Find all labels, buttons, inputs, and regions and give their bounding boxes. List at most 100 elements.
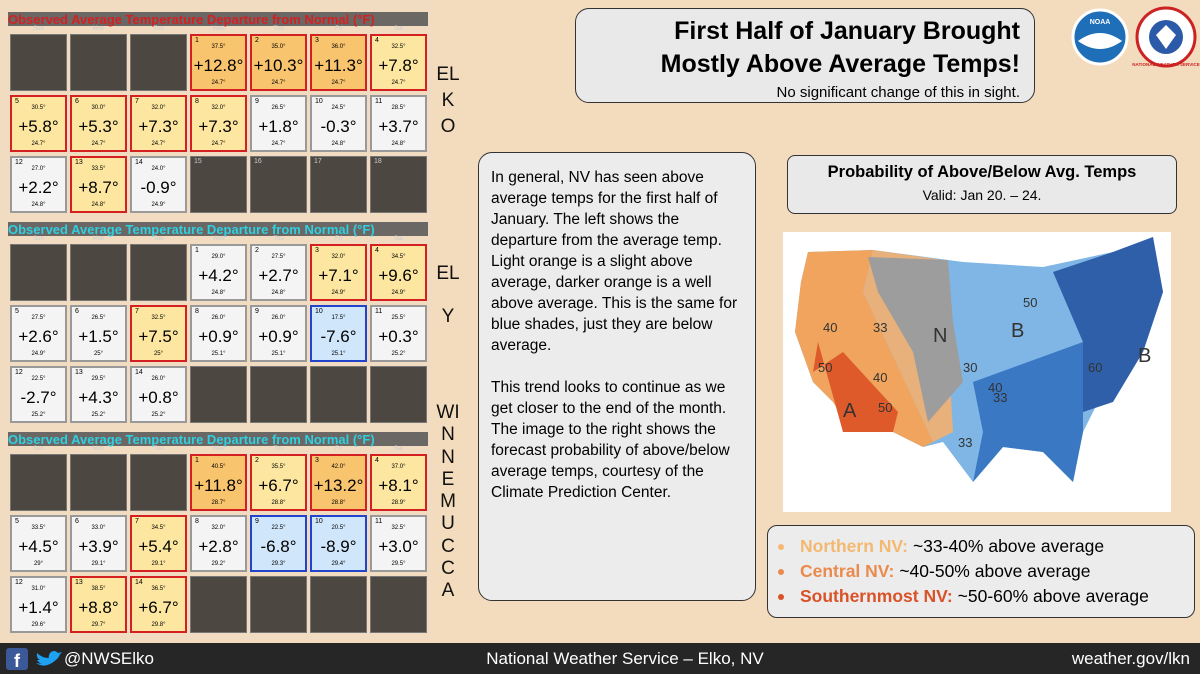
region-name: Southernmost NV: bbox=[800, 586, 953, 606]
normal-temp: 24.7° bbox=[331, 80, 346, 86]
departure: +5.4° bbox=[138, 537, 179, 556]
observed-temp: 26.5° bbox=[271, 105, 286, 111]
normal-temp: 24.8° bbox=[331, 141, 346, 147]
subtitle: No significant change of this in sight. bbox=[776, 84, 1020, 101]
empty-day bbox=[310, 576, 367, 633]
normal-temp: 24.9° bbox=[391, 290, 406, 296]
day-cell: 3 32.0° +7.1° 24.9° bbox=[310, 244, 367, 301]
bullet bbox=[778, 594, 784, 601]
observed-temp: 42.0° bbox=[331, 464, 346, 470]
departure: +7.1° bbox=[318, 266, 359, 285]
departure: +0.9° bbox=[258, 327, 299, 346]
logo-text: NOAA bbox=[1090, 19, 1111, 26]
departure: +7.8° bbox=[378, 56, 419, 75]
day-number: 6 bbox=[75, 98, 79, 105]
normal-temp: 24.7° bbox=[211, 80, 226, 86]
region-row: Southernmost NV: ~50-60% above average bbox=[774, 584, 1188, 609]
map-label: 33 bbox=[993, 390, 1007, 405]
observed-temp: 17.5° bbox=[331, 315, 346, 321]
departure: +6.7° bbox=[258, 476, 299, 495]
empty-day bbox=[250, 576, 307, 633]
normal-temp: 29.8° bbox=[151, 622, 166, 628]
normal-temp: 24.7° bbox=[31, 141, 46, 147]
observed-temp: 36.0° bbox=[331, 44, 346, 50]
observed-temp: 30.0° bbox=[91, 105, 106, 111]
svg-text:f: f bbox=[14, 651, 21, 670]
departure: +3.7° bbox=[378, 117, 419, 136]
day-cell: 12 27.0° +2.2° 24.8° bbox=[10, 156, 67, 213]
departure: +8.7° bbox=[78, 178, 119, 197]
empty-day bbox=[10, 454, 67, 511]
observed-temp: 32.5° bbox=[151, 315, 166, 321]
day-cell: 10 17.5° -7.6° 25.1° bbox=[310, 305, 367, 362]
observed-temp: 22.5° bbox=[271, 525, 286, 531]
departure: -6.8° bbox=[260, 537, 297, 556]
normal-temp: 28.7° bbox=[211, 500, 226, 506]
observed-temp: 33.0° bbox=[91, 525, 106, 531]
map-label: 50 bbox=[878, 400, 892, 415]
empty-day bbox=[70, 454, 127, 511]
observed-temp: 32.0° bbox=[331, 254, 346, 260]
day-cell: 4 32.5° +7.8° 24.7° bbox=[370, 34, 427, 91]
day-number: 1 bbox=[195, 37, 199, 44]
paragraph: In general, NV has seen above average te… bbox=[491, 169, 738, 354]
departure: +2.7° bbox=[258, 266, 299, 285]
day-number: 2 bbox=[255, 457, 259, 464]
observed-temp: 24.0° bbox=[151, 166, 166, 172]
day-number: 2 bbox=[255, 37, 259, 44]
departure: +1.8° bbox=[258, 117, 299, 136]
day-number: 7 bbox=[135, 98, 139, 105]
observed-temp: 24.5° bbox=[331, 105, 346, 111]
day-number: 3 bbox=[315, 457, 319, 464]
title: First Half of January Brought Mostly Abo… bbox=[660, 17, 1020, 78]
normal-temp: 24.7° bbox=[91, 141, 106, 147]
day-cell: 10 20.5° -8.9° 29.4° bbox=[310, 515, 367, 572]
normal-temp: 25.2° bbox=[391, 351, 406, 357]
day-cell: 6 26.5° +1.5° 25° bbox=[70, 305, 127, 362]
map-label: 33 bbox=[873, 320, 887, 335]
weekday: Fri bbox=[335, 236, 342, 242]
logos: NOAA NATIONAL WEATHER SERVICE bbox=[1071, 6, 1200, 68]
day-number: 14 bbox=[135, 369, 143, 376]
normal-temp: 28.9° bbox=[391, 500, 406, 506]
day-number: 13 bbox=[75, 369, 83, 376]
empty-day bbox=[70, 34, 127, 91]
day-number: 8 bbox=[195, 518, 199, 525]
observed-temp: 34.5° bbox=[151, 525, 166, 531]
observed-temp: 26.5° bbox=[91, 315, 106, 321]
normal-temp: 24.9° bbox=[31, 351, 46, 357]
region-text: ~33-40% above average bbox=[912, 536, 1105, 556]
normal-temp: 24.7° bbox=[271, 80, 286, 86]
weekday: Wed bbox=[212, 236, 225, 242]
footer: f @NWSElko National Weather Service – El… bbox=[0, 643, 1200, 674]
map-label: 50 bbox=[818, 360, 832, 375]
normal-temp: 24.8° bbox=[391, 141, 406, 147]
observed-temp: 33.5° bbox=[91, 166, 106, 172]
day-cell: 13 33.5° +8.7° 24.8° bbox=[70, 156, 127, 213]
empty-day bbox=[370, 576, 427, 633]
departure: +8.8° bbox=[78, 598, 119, 617]
normal-temp: 24.9° bbox=[151, 202, 166, 208]
day-cell: 14 24.0° -0.9° 24.9° bbox=[130, 156, 187, 213]
normal-temp: 25.1° bbox=[211, 351, 226, 357]
day-number: 4 bbox=[375, 247, 379, 254]
weekday: Fri bbox=[335, 446, 342, 452]
observed-temp: 20.5° bbox=[331, 525, 346, 531]
day-cell: 7 34.5° +5.4° 29.1° bbox=[130, 515, 187, 572]
day-number: 17 bbox=[314, 158, 322, 165]
panel-title: Observed Average Temperature Departure f… bbox=[8, 432, 428, 447]
weekday: Tue bbox=[153, 446, 164, 452]
day-cell: 8 32.0° +7.3° 24.7° bbox=[190, 95, 247, 152]
normal-temp: 24.7° bbox=[391, 80, 406, 86]
empty-day bbox=[250, 366, 307, 423]
region-row: Central NV: ~40-50% above average bbox=[774, 559, 1188, 584]
handle: @NWSElko bbox=[64, 649, 154, 668]
bullet bbox=[778, 544, 784, 551]
observed-temp: 33.5° bbox=[31, 525, 46, 531]
normal-temp: 24.7° bbox=[211, 141, 226, 147]
departure: +10.3° bbox=[253, 56, 304, 75]
observed-temp: 40.5° bbox=[211, 464, 226, 470]
day-cell: 11 32.5° +3.0° 29.5° bbox=[370, 515, 427, 572]
normal-temp: 24.9° bbox=[331, 290, 346, 296]
day-number: 13 bbox=[75, 159, 83, 166]
